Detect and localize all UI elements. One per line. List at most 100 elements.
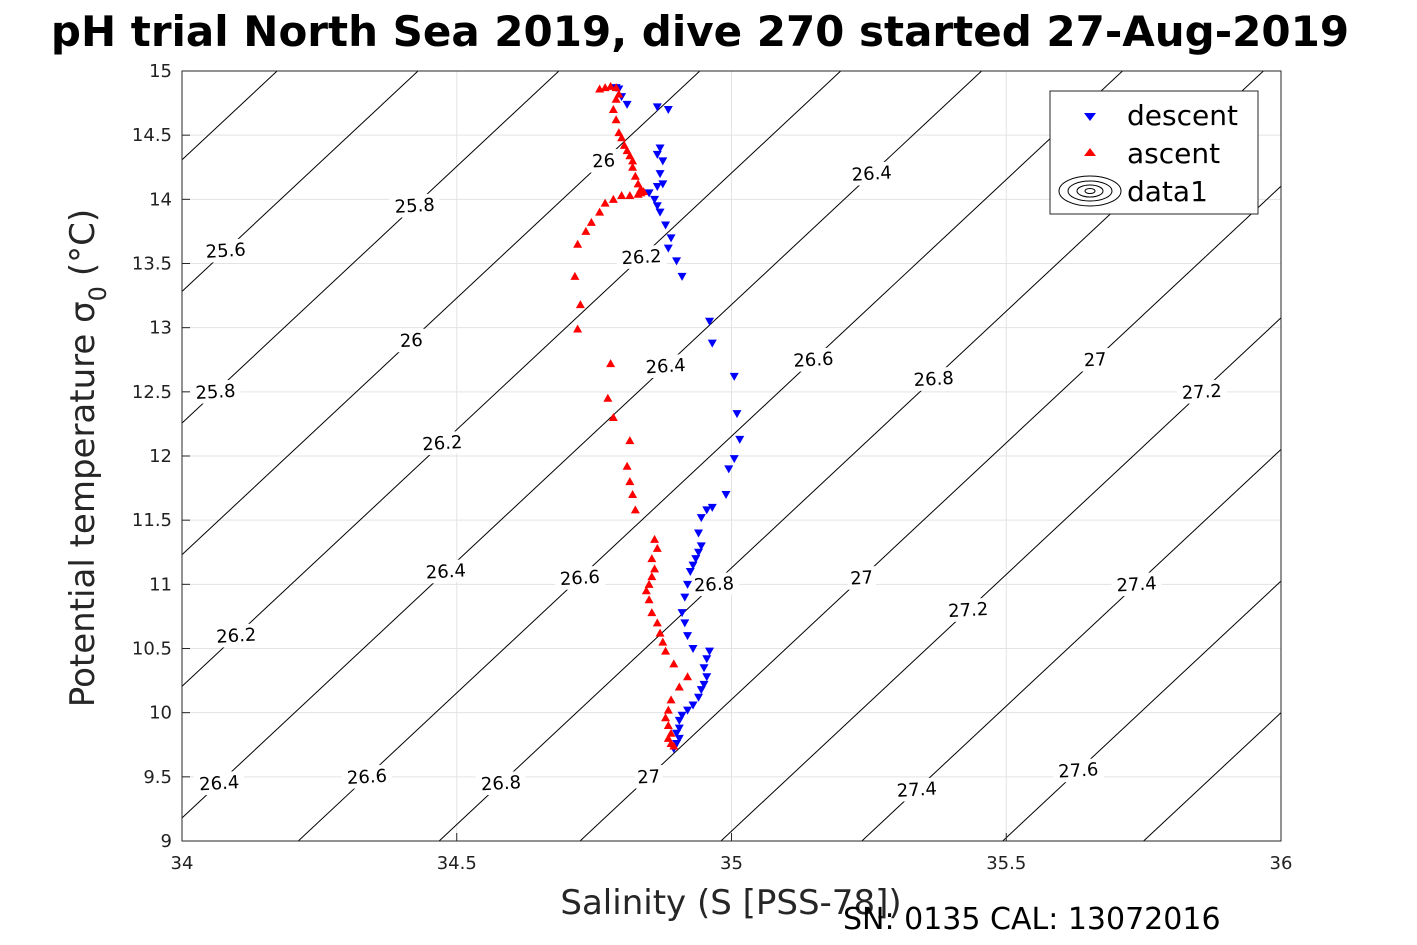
legend-descent-marker bbox=[1084, 113, 1096, 121]
descent-point bbox=[622, 100, 632, 109]
contour-label: 27 bbox=[634, 765, 664, 789]
ascent-point bbox=[625, 190, 635, 199]
descent-point bbox=[644, 189, 654, 198]
descent-point bbox=[694, 548, 704, 557]
ascent-point bbox=[581, 226, 591, 235]
contour-label: 27.2 bbox=[1176, 379, 1228, 405]
y-tick-label: 9 bbox=[161, 831, 172, 852]
contour-label-text: 26.6 bbox=[559, 567, 600, 590]
contour-label-bg bbox=[891, 777, 943, 803]
contour-label: 26.4 bbox=[420, 559, 472, 584]
y-tick-label: 15 bbox=[149, 61, 172, 82]
descent-point bbox=[652, 202, 662, 211]
y-tick-label: 11.5 bbox=[132, 510, 172, 531]
descent-point bbox=[680, 593, 690, 602]
y-tick-label: 14 bbox=[149, 189, 172, 210]
x-axis-label: Salinity (S [PSS-78]) bbox=[560, 883, 901, 923]
contour-label-text: 25.8 bbox=[195, 381, 236, 404]
contour-label: 26.8 bbox=[475, 770, 527, 796]
descent-point bbox=[652, 183, 662, 191]
contour-label: 26 bbox=[589, 149, 619, 173]
contour-label: 27.2 bbox=[942, 597, 994, 623]
contour-line bbox=[720, 317, 1281, 841]
contour-line bbox=[0, 7, 64, 905]
ascent-point bbox=[630, 505, 640, 514]
contour-label-bg bbox=[189, 379, 242, 405]
ascent-point bbox=[614, 128, 624, 137]
descent-point bbox=[721, 491, 731, 499]
x-tick-label: 35.5 bbox=[986, 853, 1026, 874]
contour-label-text: 26.2 bbox=[216, 625, 257, 648]
descent-point bbox=[672, 257, 682, 266]
contour-label-text: 27.2 bbox=[1181, 381, 1222, 404]
descent-point bbox=[699, 680, 709, 689]
y-tick-label: 10.5 bbox=[132, 639, 172, 660]
contour-label: 26.6 bbox=[787, 347, 839, 373]
ascent-point bbox=[611, 115, 621, 124]
descent-point bbox=[696, 514, 706, 523]
ascent-point bbox=[647, 554, 657, 563]
contour-label-bg bbox=[416, 430, 468, 456]
descent-point bbox=[655, 144, 665, 153]
contour-label-bg bbox=[475, 770, 527, 796]
descent-point bbox=[655, 208, 665, 217]
contour-label-bg bbox=[634, 765, 664, 789]
ascent-point bbox=[608, 413, 618, 421]
ascent-point bbox=[586, 217, 596, 226]
descent-point bbox=[694, 693, 704, 702]
contour-label-text: 26.6 bbox=[793, 349, 834, 372]
descent-point bbox=[680, 619, 690, 628]
contour-label-text: 26 bbox=[592, 150, 616, 172]
contour-label-bg bbox=[200, 238, 252, 264]
descent-point bbox=[685, 568, 695, 576]
contour-label-text: 27.4 bbox=[896, 779, 937, 802]
contour-label-bg bbox=[1176, 379, 1228, 405]
x-tick-label: 34.5 bbox=[437, 853, 477, 874]
descent-point bbox=[732, 410, 742, 419]
contour-label-bg bbox=[210, 623, 262, 649]
contour-label-text: 26.4 bbox=[851, 163, 892, 186]
descent-point bbox=[652, 103, 662, 112]
ascent-point bbox=[683, 672, 693, 681]
contour-labels: 25.6 25.8 25.8 26 26 26.2 26.2 26.2 26.4 26.4 26.4… bbox=[189, 149, 1228, 803]
descent-point bbox=[735, 435, 745, 444]
contour-label-text: 27.6 bbox=[1058, 759, 1099, 782]
ascent-point bbox=[608, 105, 618, 113]
contour-label: 26.4 bbox=[640, 353, 692, 379]
contour-label-text: 26.8 bbox=[693, 573, 734, 596]
ascent-point bbox=[666, 695, 676, 704]
contour-label-bg bbox=[942, 597, 994, 623]
legend-contour-icon bbox=[1058, 175, 1122, 207]
contour-label-bg bbox=[688, 571, 740, 597]
contour-label-bg bbox=[1110, 571, 1163, 597]
y-axis-label-unit: (°C) bbox=[63, 209, 103, 276]
ascent-point bbox=[625, 477, 635, 486]
contour-line bbox=[1357, 7, 1417, 905]
contour-line bbox=[182, 71, 842, 688]
y-tick-label: 12.5 bbox=[132, 382, 172, 403]
x-tick-label: 34 bbox=[171, 853, 194, 874]
ascent-point bbox=[625, 436, 635, 445]
ascent-point bbox=[625, 151, 635, 160]
legend-data1-label: data1 bbox=[1127, 175, 1208, 208]
descent-point bbox=[696, 686, 706, 695]
ascent-point bbox=[606, 81, 616, 90]
ascent-point bbox=[652, 618, 662, 627]
contour-label: 26.6 bbox=[341, 764, 393, 790]
contour-label: 25.6 bbox=[200, 238, 252, 264]
contour-line bbox=[182, 71, 560, 424]
descent-point bbox=[677, 272, 687, 281]
y-tick-label: 12 bbox=[149, 446, 172, 467]
contour-label: 26.2 bbox=[615, 244, 668, 270]
ascent-point bbox=[655, 628, 665, 637]
ascent-point bbox=[661, 713, 671, 722]
descent-point bbox=[724, 465, 734, 474]
descent-point bbox=[658, 157, 668, 166]
y-axis-label-sub: 0 bbox=[84, 286, 112, 301]
contour-label: 25.8 bbox=[189, 379, 242, 405]
contour-label-bg bbox=[193, 770, 245, 796]
contour-label: 27.6 bbox=[1052, 757, 1104, 783]
descent-point bbox=[677, 711, 687, 720]
ascent-point bbox=[600, 198, 610, 207]
contour-label-text: 27 bbox=[850, 567, 874, 589]
